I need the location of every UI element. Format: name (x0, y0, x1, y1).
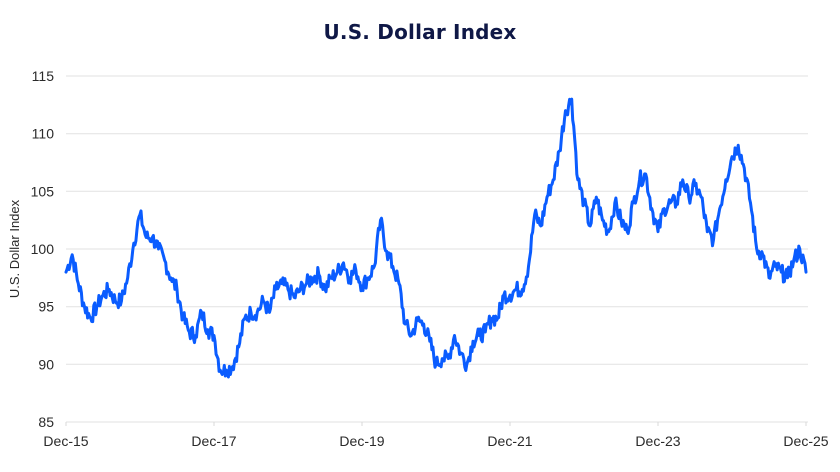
y-tick-label: 105 (31, 183, 55, 199)
x-tick-label: Dec-21 (487, 433, 532, 449)
x-tick-label: Dec-17 (191, 433, 236, 449)
x-tick-label: Dec-15 (43, 433, 88, 449)
y-tick-label: 110 (32, 126, 55, 142)
x-tick-label: Dec-25 (783, 433, 828, 449)
series-line-dollar-index (64, 97, 808, 379)
x-tick-label: Dec-19 (339, 433, 384, 449)
x-axis-ticks: Dec-15 Dec-17 Dec-19 Dec-21 Dec-23 Dec-25 (43, 422, 829, 449)
y-axis-ticks: 85 90 95 100 105 110 115 (31, 68, 55, 430)
y-tick-label: 95 (38, 299, 54, 315)
gridlines (66, 75, 808, 423)
y-tick-label: 100 (31, 241, 55, 257)
y-tick-label: 115 (32, 68, 55, 84)
y-tick-label: 90 (38, 356, 54, 372)
y-tick-label: 85 (38, 414, 54, 430)
x-tick-label: Dec-23 (635, 433, 680, 449)
chart-title: U.S. Dollar Index (323, 20, 517, 44)
y-axis-label: U.S. Dollar Index (7, 199, 22, 298)
